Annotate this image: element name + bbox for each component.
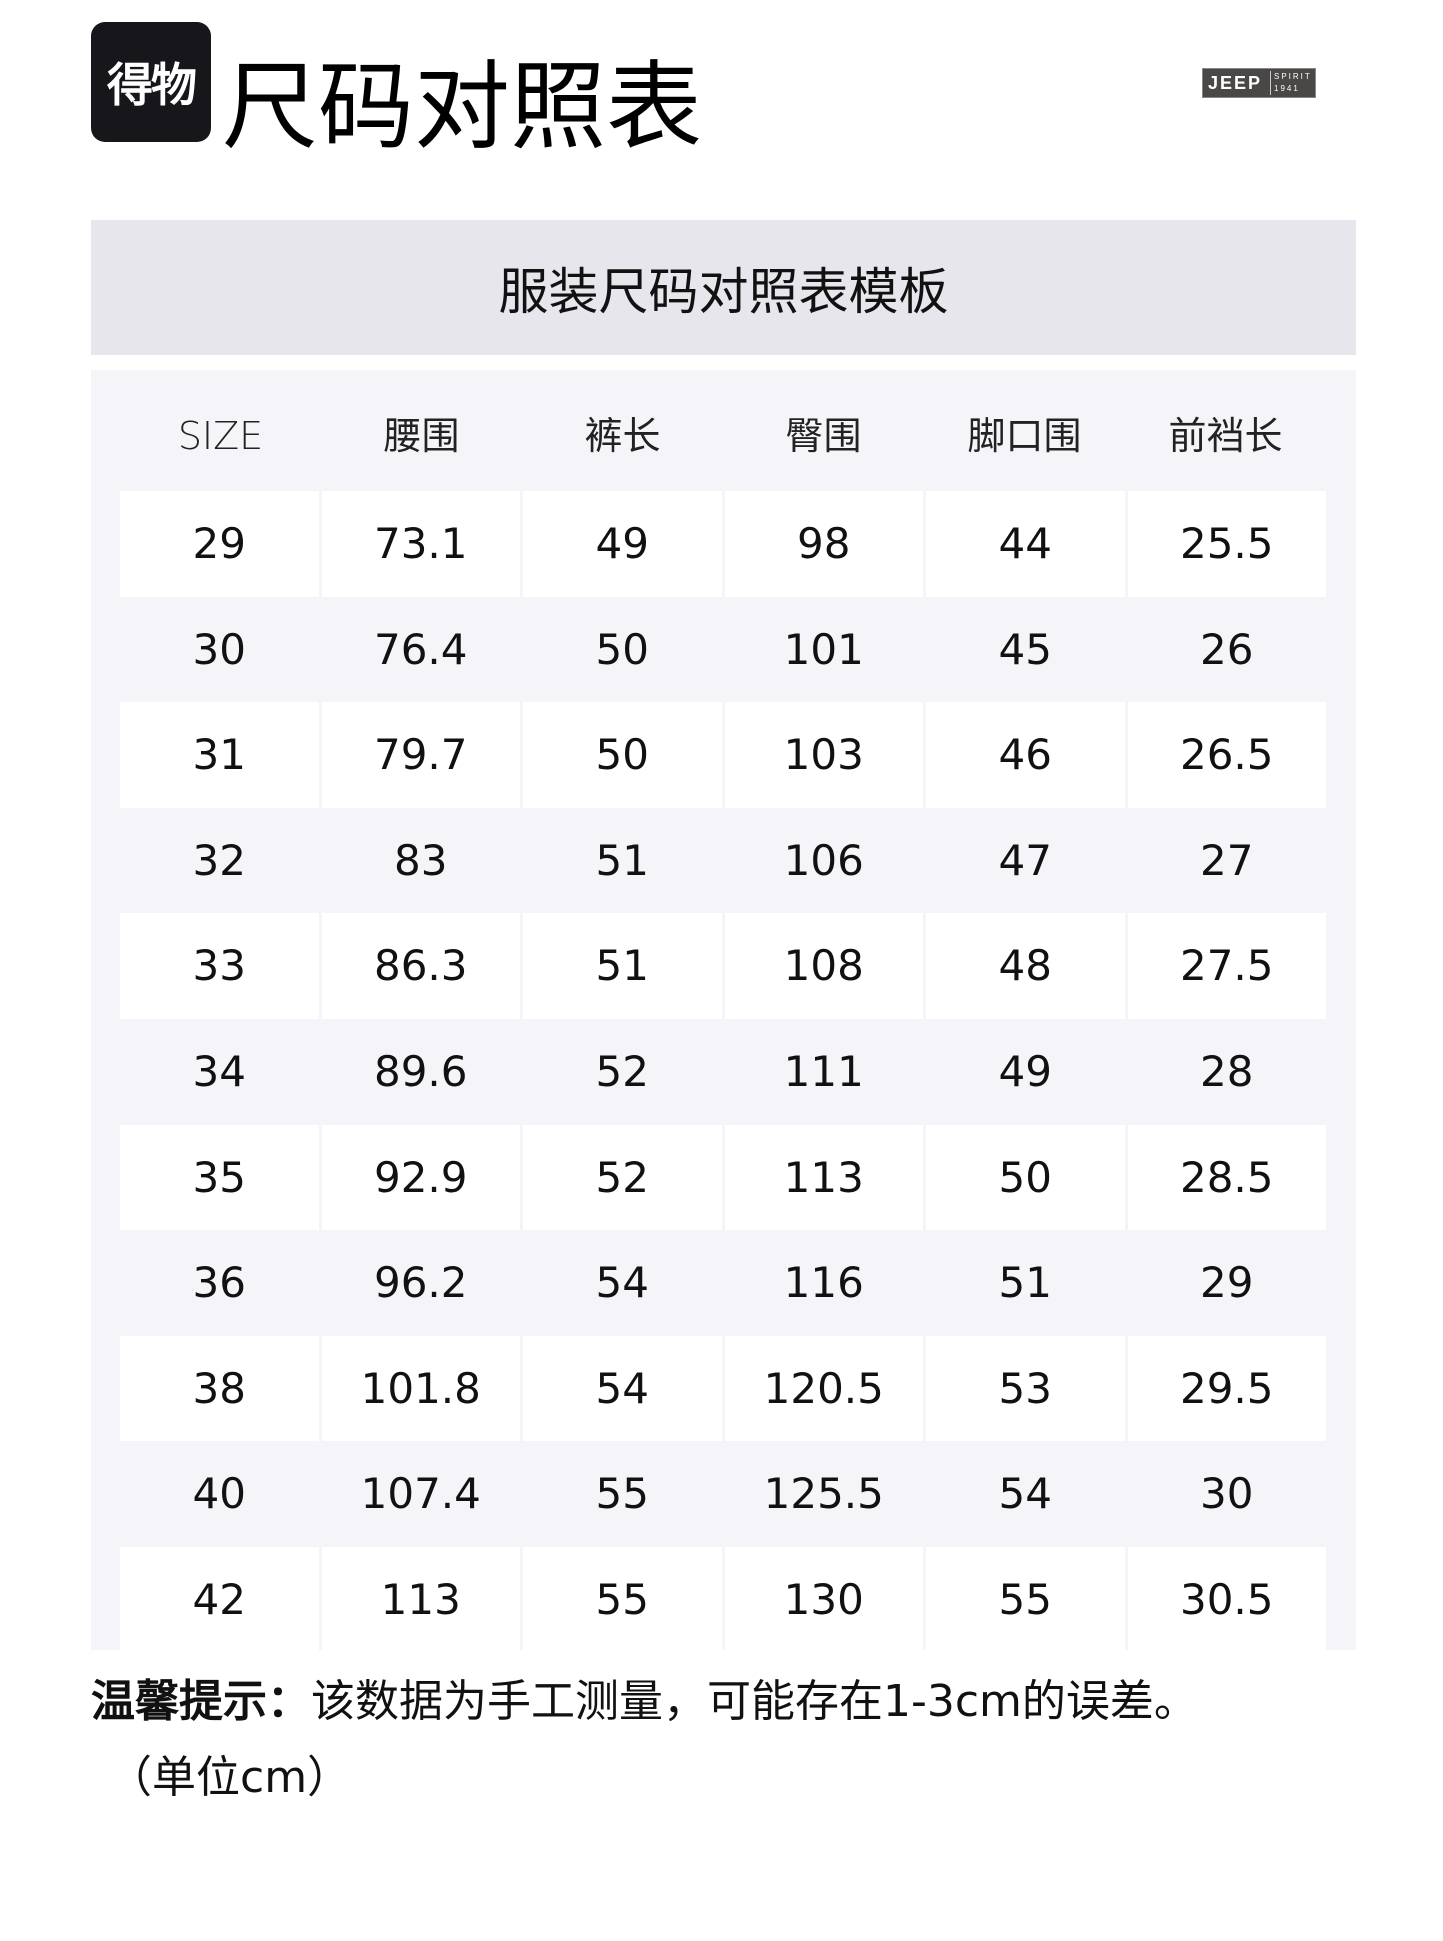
table-cell: 50 <box>926 1124 1125 1231</box>
table-cell: 76.4 <box>373 624 468 674</box>
column-header: 脚口围 <box>967 414 1082 458</box>
table-cell: 29 <box>120 491 319 597</box>
footnote: 温馨提示：该数据为手工测量，可能存在1-3cm的误差。 <box>91 1672 1391 1732</box>
table-cell: 101 <box>783 624 864 674</box>
table-row: 31 79.7 50 103 46 26.5 <box>120 702 1326 808</box>
table-cell: 83 <box>394 835 448 885</box>
table-cell: 25.5 <box>1127 491 1326 597</box>
logo-text: 得物 <box>107 58 197 112</box>
table-cell: 92.9 <box>321 1124 520 1231</box>
footnote-label: 温馨提示： <box>91 1676 311 1727</box>
table-row: 42 113 55 130 55 30.5 <box>120 1546 1326 1653</box>
table-cell: 27 <box>1200 835 1254 885</box>
size-table: SIZE 腰围 裤长 臀围 脚口围 前裆长 29 73.1 49 98 44 25.5 30 76.4 5… <box>91 370 1356 1653</box>
table-cell: 51 <box>523 913 722 1019</box>
table-cell: 42 <box>120 1546 319 1653</box>
table-header: SIZE 腰围 裤长 臀围 脚口围 前裆长 <box>120 400 1326 472</box>
table-cell: 50 <box>523 702 722 808</box>
table-cell: 125.5 <box>763 1469 884 1519</box>
footnote-text: 该数据为手工测量，可能存在1-3cm的误差。 <box>311 1676 1198 1727</box>
table-cell: 36 <box>192 1258 246 1308</box>
brand-name: JEEP <box>1208 72 1263 93</box>
table-cell: 45 <box>998 624 1052 674</box>
table-cell: 111 <box>783 1046 864 1096</box>
table-cell: 52 <box>595 1046 649 1096</box>
table-cell: 51 <box>998 1258 1052 1308</box>
table-cell: 54 <box>595 1258 649 1308</box>
table-cell: 46 <box>926 702 1125 808</box>
table-cell: 116 <box>783 1258 864 1308</box>
table-row: 38 101.8 54 120.5 53 29.5 <box>120 1335 1326 1442</box>
table-cell: 30 <box>1200 1469 1254 1519</box>
table-cell: 53 <box>926 1335 1125 1442</box>
column-header: 前裆长 <box>1168 414 1283 458</box>
table-title: 服装尺码对照表模板 <box>91 220 1356 355</box>
table-row: 40 107.4 55 125.5 54 30 <box>120 1441 1326 1547</box>
table-cell: 34 <box>192 1046 246 1096</box>
table-row: 34 89.6 52 111 49 28 <box>120 1019 1326 1125</box>
column-header: 裤长 <box>584 414 661 458</box>
brand-line2: 1941 <box>1274 84 1300 93</box>
table-cell: 44 <box>926 491 1125 597</box>
table-cell: 108 <box>724 913 923 1019</box>
table-cell: 30.5 <box>1127 1546 1326 1653</box>
table-cell: 28.5 <box>1127 1124 1326 1231</box>
unit-note: （单位cm） <box>108 1752 352 1803</box>
table-cell: 48 <box>926 913 1125 1019</box>
table-cell: 107.4 <box>360 1469 481 1519</box>
table-cell: 38 <box>120 1335 319 1442</box>
table-cell: 27.5 <box>1127 913 1326 1019</box>
table-row: 36 96.2 54 116 51 29 <box>120 1230 1326 1336</box>
table-cell: 113 <box>724 1124 923 1231</box>
table-cell: 101.8 <box>321 1335 520 1442</box>
table-cell: 31 <box>120 702 319 808</box>
table-cell: 49 <box>523 491 722 597</box>
table-cell: 49 <box>998 1046 1052 1096</box>
brand-line1: SPIRIT <box>1274 72 1312 81</box>
table-cell: 32 <box>192 835 246 885</box>
jeep-brand-logo: JEEP SPIRIT 1941 <box>1202 68 1316 98</box>
table-cell: 35 <box>120 1124 319 1231</box>
page-title: 尺码对照表 <box>222 51 702 163</box>
table-cell: 86.3 <box>321 913 520 1019</box>
table-cell: 50 <box>595 624 649 674</box>
table-body: 29 73.1 49 98 44 25.5 30 76.4 50 101 45 26 31 79.7 50 1… <box>120 491 1326 1653</box>
table-cell: 55 <box>926 1546 1125 1653</box>
column-header: SIZE <box>177 414 264 458</box>
table-row: 32 83 51 106 47 27 <box>120 808 1326 914</box>
table-cell: 52 <box>523 1124 722 1231</box>
table-cell: 79.7 <box>321 702 520 808</box>
table-cell: 55 <box>595 1469 649 1519</box>
table-cell: 120.5 <box>724 1335 923 1442</box>
table-cell: 29 <box>1200 1258 1254 1308</box>
table-cell: 113 <box>321 1546 520 1653</box>
table-cell: 29.5 <box>1127 1335 1326 1442</box>
table-row: 33 86.3 51 108 48 27.5 <box>120 913 1326 1019</box>
table-row: 30 76.4 50 101 45 26 <box>120 597 1326 703</box>
table-cell: 30 <box>192 624 246 674</box>
table-cell: 98 <box>724 491 923 597</box>
table-cell: 54 <box>523 1335 722 1442</box>
table-cell: 106 <box>783 835 864 885</box>
table-cell: 130 <box>724 1546 923 1653</box>
table-cell: 28 <box>1200 1046 1254 1096</box>
table-cell: 73.1 <box>321 491 520 597</box>
table-cell: 55 <box>523 1546 722 1653</box>
column-header: 臀围 <box>785 414 862 458</box>
table-cell: 51 <box>595 835 649 885</box>
table-cell: 40 <box>192 1469 246 1519</box>
column-header: 腰围 <box>383 414 460 458</box>
table-cell: 89.6 <box>373 1046 468 1096</box>
table-cell: 26.5 <box>1127 702 1326 808</box>
table-cell: 96.2 <box>373 1258 468 1308</box>
table-cell: 103 <box>724 702 923 808</box>
table-row: 35 92.9 52 113 50 28.5 <box>120 1124 1326 1231</box>
table-row: 29 73.1 49 98 44 25.5 <box>120 491 1326 597</box>
dewu-logo: 得物 <box>91 22 211 142</box>
table-cell: 47 <box>998 835 1052 885</box>
table-cell: 26 <box>1200 624 1254 674</box>
table-cell: 33 <box>120 913 319 1019</box>
table-cell: 54 <box>998 1469 1052 1519</box>
